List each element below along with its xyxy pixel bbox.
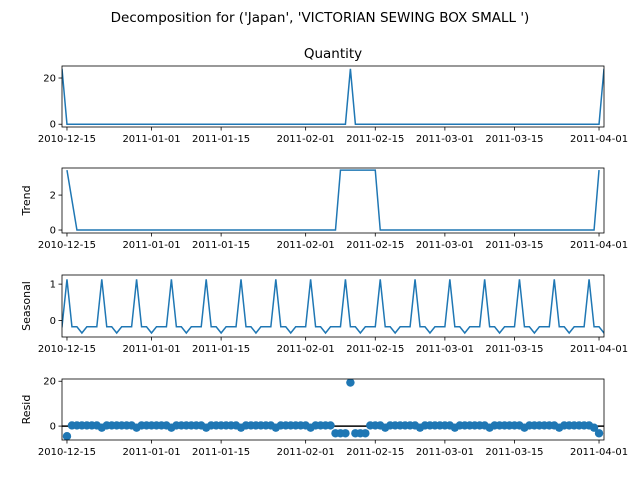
panel-observed: Quantity 0 20 2010-12-15 2011-01-01 2011-01-1… — [38, 46, 628, 145]
panel-trend: Trend 0 2 2010-12-15 2011-01-01 2011-01-15 201… — [20, 167, 628, 251]
xtick-label: 2011-01-15 — [192, 344, 250, 355]
ytick-label: 20 — [43, 74, 56, 85]
figure-title: Decomposition for ('Japan', 'VICTORIAN S… — [111, 10, 530, 26]
xtick-label: 2011-03-15 — [485, 240, 543, 251]
xtick-label: 2011-02-15 — [346, 447, 404, 458]
resid-point — [589, 423, 599, 432]
series-seasonal — [62, 279, 604, 335]
axes-frame-seasonal — [61, 274, 605, 338]
xtick-label: 2011-02-01 — [277, 447, 335, 458]
ylabel-seasonal: Seasonal — [20, 281, 33, 331]
resid-point — [62, 431, 72, 440]
resid-point — [346, 379, 355, 387]
xtick-label: 2010-12-15 — [38, 447, 96, 458]
xtick-label: 2011-01-15 — [192, 240, 250, 251]
xtick-label: 2011-02-15 — [346, 344, 404, 355]
xtick-label: 2011-01-01 — [122, 447, 180, 458]
line-trend — [66, 169, 600, 231]
axes-frame-observed — [61, 65, 605, 128]
xtick-label: 2011-04-01 — [570, 240, 628, 251]
xtick-label: 2010-12-15 — [38, 344, 96, 355]
xtick-label: 2011-04-01 — [570, 134, 628, 145]
xtick-label: 2011-04-01 — [570, 344, 628, 355]
xtick-label: 2011-02-15 — [346, 240, 404, 251]
resid-point — [326, 421, 335, 430]
xtick-label: 2011-02-15 — [346, 134, 404, 145]
ylabel-trend: Trend — [20, 185, 33, 216]
xtick-label: 2011-04-01 — [570, 447, 628, 458]
ylabel-resid: Resid — [20, 395, 33, 425]
panel-resid: Resid 0 20 2010-12-15 2011-01-01 2011-01-15 20… — [20, 377, 628, 458]
xtick-label: 2011-01-01 — [122, 344, 180, 355]
xtick-label: 2011-01-01 — [122, 240, 180, 251]
xtick-label: 2010-12-15 — [38, 134, 96, 145]
xtick-label: 2011-01-15 — [192, 134, 250, 145]
resid-point — [594, 429, 604, 438]
line-observed — [62, 68, 604, 125]
ytick-label: 1 — [50, 280, 56, 291]
series-resid — [62, 379, 604, 440]
ytick-label: 0 — [50, 422, 56, 433]
xtick-label: 2011-03-15 — [485, 134, 543, 145]
xtick-label: 2011-03-01 — [416, 447, 474, 458]
resid-point — [341, 429, 350, 438]
xtick-label: 2011-01-15 — [192, 447, 250, 458]
ytick-label: 0 — [50, 226, 56, 237]
series-observed — [62, 68, 604, 125]
xtick-label: 2010-12-15 — [38, 240, 96, 251]
xtick-label: 2011-02-01 — [277, 134, 335, 145]
ytick-label: 2 — [50, 191, 56, 202]
xtick-label: 2011-03-01 — [416, 134, 474, 145]
xtick-label: 2011-03-01 — [416, 240, 474, 251]
xtick-label: 2011-03-15 — [485, 344, 543, 355]
resid-point — [361, 429, 370, 438]
ytick-label: 0 — [50, 120, 56, 131]
xtick-label: 2011-03-01 — [416, 344, 474, 355]
series-trend — [66, 169, 600, 231]
xtick-label: 2011-01-01 — [122, 134, 180, 145]
axes-frame-resid — [61, 378, 605, 441]
axes-frame-trend — [61, 167, 605, 234]
xtick-label: 2011-02-01 — [277, 240, 335, 251]
ytick-label: 0 — [50, 316, 56, 327]
xtick-label: 2011-03-15 — [485, 447, 543, 458]
xtick-label: 2011-02-01 — [277, 344, 335, 355]
panel-seasonal: Seasonal 0 1 2010-12-15 2011-01-01 2011-01-15… — [20, 274, 628, 355]
line-seasonal — [62, 279, 604, 335]
ytick-label: 20 — [43, 377, 56, 388]
panel-title-observed: Quantity — [304, 46, 362, 62]
